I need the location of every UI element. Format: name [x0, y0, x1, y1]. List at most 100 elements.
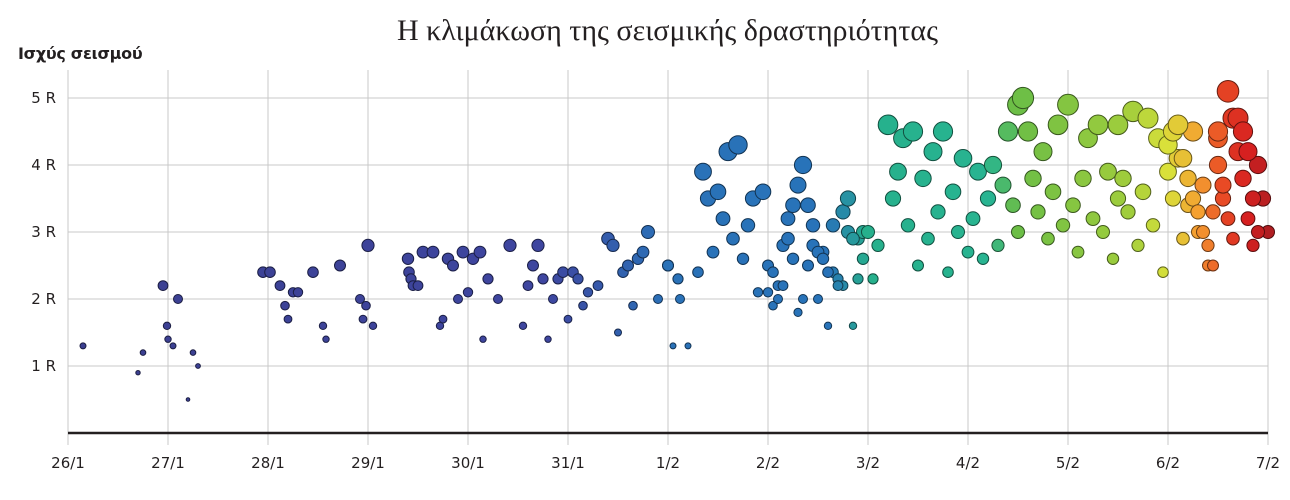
quake-point [1011, 225, 1025, 239]
quake-point [884, 190, 902, 207]
quake-point [412, 280, 424, 292]
quake-point [1234, 169, 1252, 188]
quake-point [482, 273, 494, 285]
quake-point [157, 280, 169, 292]
quake-point [274, 280, 286, 292]
quake-point [877, 114, 899, 136]
quake-point [1167, 114, 1189, 136]
quake-point [1085, 211, 1101, 227]
gridlines [67, 70, 1269, 445]
quake-point [912, 259, 924, 272]
quake-point [264, 266, 276, 279]
quake-point [1208, 155, 1228, 175]
quake-point [740, 218, 756, 233]
quake-point [1099, 162, 1117, 181]
quake-point [169, 342, 177, 350]
quake-point [692, 266, 704, 279]
quake-point [798, 294, 808, 304]
quake-point [1131, 238, 1145, 252]
quake-point [852, 273, 864, 285]
x-tick-label: 26/1 [51, 454, 85, 472]
quake-point [1011, 86, 1035, 110]
quake-point [307, 266, 319, 279]
quake-point [1107, 114, 1129, 136]
quake-point [548, 294, 558, 304]
quake-point [456, 245, 470, 259]
x-tick-label: 27/1 [151, 454, 185, 472]
quake-point [1220, 211, 1236, 227]
quake-point [773, 294, 783, 304]
quake-point [135, 370, 141, 376]
quake-point [1196, 225, 1210, 239]
quake-point [1137, 107, 1159, 129]
quake-point [462, 287, 474, 298]
quake-point [453, 294, 463, 304]
quake-point [1184, 190, 1202, 207]
quake-point [715, 211, 731, 227]
quake-point [846, 231, 860, 246]
quake-point [805, 218, 821, 233]
quake-point [942, 266, 954, 279]
quake-point [923, 142, 943, 162]
quake-point [1109, 190, 1127, 207]
quake-point [951, 225, 965, 239]
x-tick-label: 30/1 [451, 454, 485, 472]
quake-point [622, 259, 634, 272]
quake-point [614, 328, 622, 337]
quake-point [401, 252, 415, 265]
quake-point [944, 183, 962, 201]
quake-point [447, 259, 459, 272]
quake-point [537, 273, 549, 285]
quake-point [861, 225, 875, 239]
quake-point [994, 176, 1012, 194]
quake-point [1087, 114, 1109, 136]
data-points [79, 80, 1275, 402]
quake-point [777, 280, 789, 292]
quake-point [1238, 142, 1258, 162]
quake-point [358, 314, 368, 324]
quake-point [813, 294, 823, 304]
quake-point [636, 245, 650, 259]
quake-point [736, 252, 750, 265]
quake-point [189, 349, 197, 356]
quake-point [572, 273, 584, 285]
quake-point [1207, 121, 1229, 142]
quake-point [522, 280, 534, 292]
quake-point [825, 218, 841, 233]
quake-point [969, 162, 987, 181]
quake-point [582, 287, 594, 298]
quake-point [823, 321, 833, 330]
quake-point [991, 238, 1005, 252]
quake-point [1232, 121, 1254, 142]
quake-point [800, 197, 816, 213]
quake-point [1216, 80, 1240, 103]
y-axis-ticks: 1 R 2 R 3 R 4 R 5 R [31, 89, 56, 375]
quake-point [1207, 259, 1219, 272]
chart-title: Η κλιμάκωση της σεισμικής δραστηριότητας [397, 14, 938, 47]
quake-point [79, 342, 87, 350]
quake-point [557, 266, 569, 279]
quake-point [1120, 204, 1136, 220]
quake-point [997, 121, 1019, 142]
quake-point [1106, 252, 1120, 265]
quake-point [1047, 114, 1069, 136]
quake-point [675, 294, 685, 304]
quake-point [1024, 169, 1042, 188]
quake-point [606, 238, 620, 252]
quake-point [684, 342, 692, 350]
quake-point [1176, 231, 1190, 246]
quake-point [173, 294, 183, 304]
quake-point [662, 259, 674, 272]
quake-point [563, 314, 573, 324]
quake-point [953, 149, 973, 168]
quake-point [1044, 183, 1062, 201]
quake-point [848, 321, 858, 330]
quake-point [531, 238, 545, 252]
quake-point [164, 335, 172, 343]
quake-point [162, 321, 172, 330]
quake-point [1074, 169, 1092, 188]
quake-point [1205, 204, 1221, 220]
quake-point [1055, 218, 1071, 233]
quake-point [361, 238, 375, 252]
